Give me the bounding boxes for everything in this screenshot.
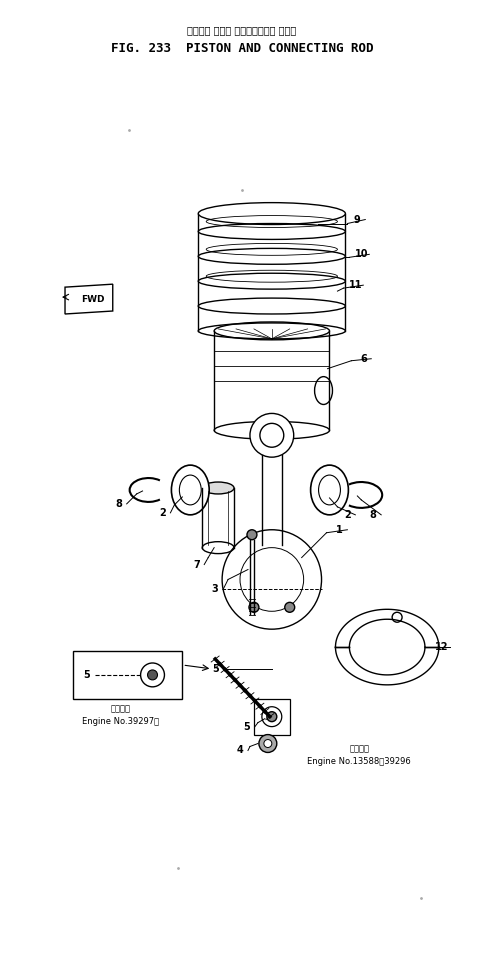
Circle shape [140,663,164,687]
Text: 5: 5 [243,722,250,732]
Ellipse shape [202,482,234,494]
Text: 5: 5 [83,670,90,680]
Text: 4: 4 [236,745,243,755]
Circle shape [246,529,257,540]
Text: 3: 3 [212,585,218,595]
Text: 8: 8 [115,499,122,509]
Polygon shape [65,284,112,314]
Text: FWD: FWD [81,295,105,304]
Text: 10: 10 [354,249,367,260]
Circle shape [261,706,281,727]
Text: Engine No.39297～: Engine No.39297～ [82,717,159,726]
Circle shape [147,670,157,680]
Ellipse shape [310,465,348,515]
Text: FIG. 233  PISTON AND CONNECTING ROD: FIG. 233 PISTON AND CONNECTING ROD [110,42,373,55]
Ellipse shape [179,475,201,505]
Circle shape [248,602,258,612]
Circle shape [266,711,276,722]
Bar [254,699,289,735]
Ellipse shape [214,322,329,340]
Text: 6: 6 [359,354,366,364]
Text: 8: 8 [369,510,376,520]
Ellipse shape [314,377,332,405]
Text: 12: 12 [434,642,448,652]
Text: 適用号機: 適用号機 [348,744,368,753]
Text: 2: 2 [159,508,166,518]
Bar [73,651,182,699]
Circle shape [263,739,271,747]
Ellipse shape [171,465,209,515]
Text: Engine No.13588～39296: Engine No.13588～39296 [307,757,410,766]
Circle shape [392,612,401,622]
Circle shape [284,602,294,612]
Text: ピストン および コネクティング ロッド: ピストン および コネクティング ロッド [187,25,296,36]
Circle shape [249,414,293,457]
Text: 9: 9 [353,214,360,225]
Text: 11: 11 [348,280,362,290]
Text: 7: 7 [193,559,199,569]
Text: 1: 1 [335,524,342,535]
Ellipse shape [318,475,340,505]
Text: 適用号機: 適用号機 [110,704,130,713]
Text: 2: 2 [343,510,350,520]
Ellipse shape [198,202,345,225]
Circle shape [222,529,321,630]
Circle shape [258,735,276,752]
Text: 5: 5 [212,664,218,674]
Ellipse shape [214,421,329,439]
